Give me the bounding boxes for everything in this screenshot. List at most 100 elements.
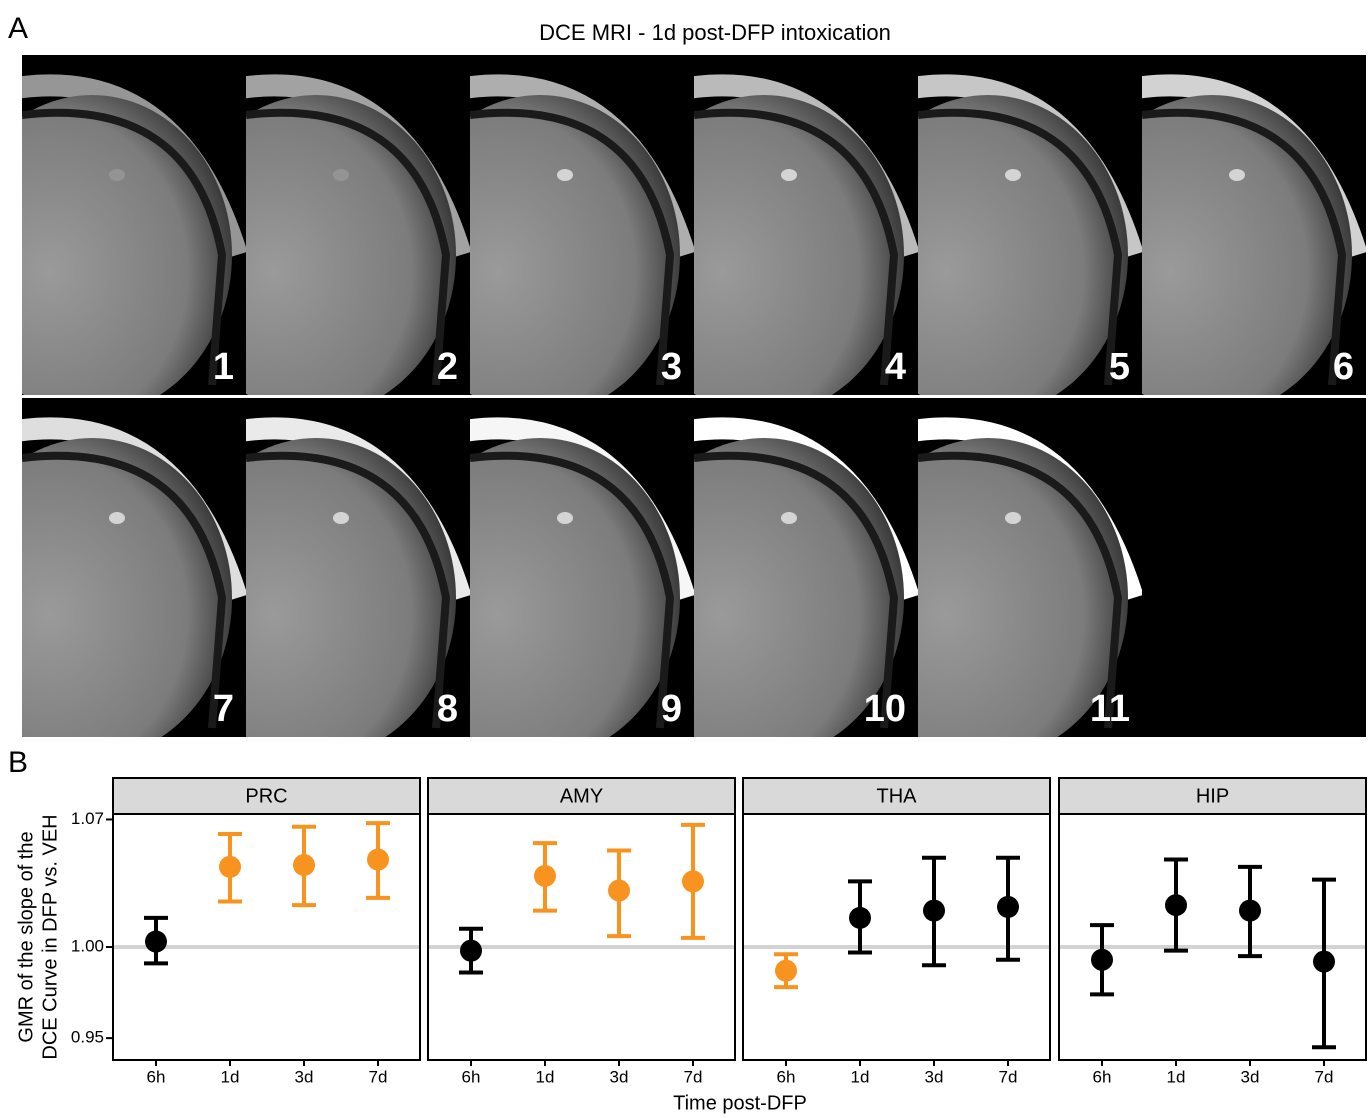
y-tick-label: 1.00 — [71, 937, 104, 956]
point — [923, 899, 945, 922]
frame-number: 1 — [213, 346, 234, 388]
lesion — [557, 169, 573, 181]
x-tick-label: 1d — [851, 1067, 870, 1086]
mri-frame: 2 — [246, 55, 470, 395]
frame-content — [246, 417, 470, 737]
x-tick-label: 6h — [462, 1067, 481, 1086]
frame-content — [22, 417, 246, 737]
brain-edge — [918, 451, 1123, 729]
x-tick-label: 7d — [1315, 1067, 1334, 1086]
frame-content — [694, 417, 918, 737]
brain — [918, 95, 1128, 395]
point — [1313, 950, 1335, 973]
facet-title: PRC — [245, 785, 287, 807]
brain — [918, 438, 1128, 737]
x-tick-label: 3d — [610, 1067, 629, 1086]
y-axis-label: GMR of the slope of the — [15, 831, 37, 1042]
x-tick-label: 7d — [999, 1067, 1018, 1086]
lesion — [333, 169, 349, 181]
frame-number: 3 — [661, 346, 682, 388]
lesion — [109, 169, 125, 181]
point — [775, 959, 797, 982]
point — [219, 855, 241, 878]
panel-label: A — [8, 12, 28, 45]
frame-number: 8 — [437, 688, 458, 730]
y-tick-label: 0.95 — [71, 1028, 104, 1047]
frame-number: 6 — [1333, 346, 1354, 388]
mri-frame: 7 — [22, 398, 246, 737]
lesion — [109, 512, 125, 524]
brain — [470, 438, 680, 737]
image-grid: 1 2 3 4 5 6 7 8 9 10 11 — [22, 55, 1366, 737]
frame-number: 9 — [661, 688, 682, 730]
strip — [112, 777, 421, 815]
mri-frame: 8 — [246, 398, 470, 737]
mri-frame: 11 — [918, 398, 1142, 737]
brain-edge — [694, 451, 899, 729]
panel-border — [427, 813, 736, 1061]
mri-frame: 5 — [918, 55, 1142, 395]
x-tick-label: 1d — [1167, 1067, 1186, 1086]
mri-frame — [1142, 398, 1366, 737]
mri-frame: 3 — [470, 55, 694, 395]
facet-title: AMY — [560, 785, 603, 807]
point — [534, 864, 556, 887]
brain-edge — [470, 108, 675, 386]
strip — [742, 777, 1051, 815]
x-tick-label: 3d — [295, 1067, 314, 1086]
lesion — [333, 512, 349, 524]
mri-frame: 10 — [694, 398, 918, 737]
lesion — [557, 512, 573, 524]
brain-edge — [246, 451, 451, 729]
frame-bg — [1142, 398, 1366, 737]
frame-number: 5 — [1109, 346, 1130, 388]
panel-border — [112, 813, 421, 1061]
point — [608, 879, 630, 902]
frame-content — [918, 74, 1142, 395]
panel-title: DCE MRI - 1d post-DFP intoxication — [539, 20, 891, 45]
frame-content — [1142, 74, 1366, 395]
brain-edge — [694, 108, 899, 386]
point — [367, 848, 389, 871]
brain-edge — [22, 451, 227, 729]
brain — [22, 95, 232, 395]
point — [460, 939, 482, 962]
frame-number: 2 — [437, 346, 458, 388]
brain — [694, 438, 904, 737]
brain — [22, 438, 232, 737]
mri-frame: 9 — [470, 398, 694, 737]
facet-title: THA — [877, 785, 918, 807]
strip — [1058, 777, 1367, 815]
mri-frame: 4 — [694, 55, 918, 395]
point — [1091, 948, 1113, 971]
point — [145, 930, 167, 953]
brain-edge — [1142, 108, 1347, 386]
panel — [1058, 813, 1367, 1061]
lesion — [1005, 512, 1021, 524]
lesion — [1005, 169, 1021, 181]
mri-frame: 6 — [1142, 55, 1366, 395]
chart: 0.95 1.00 1.07 GMR of the slope of the DCE C… — [15, 777, 1367, 1114]
frame-content — [246, 74, 470, 395]
point — [293, 854, 315, 877]
brain — [246, 95, 456, 395]
x-tick-label: 6h — [1093, 1067, 1112, 1086]
brain — [694, 95, 904, 395]
lesion — [781, 512, 797, 524]
point — [1165, 894, 1187, 917]
x-tick-label: 3d — [925, 1067, 944, 1086]
frame-content — [470, 417, 694, 737]
brain-edge — [470, 451, 675, 729]
frame-content — [918, 417, 1142, 737]
point — [997, 895, 1019, 918]
x-tick-label: 1d — [221, 1067, 240, 1086]
y-axis-label: DCE Curve in DFP vs. VEH — [39, 814, 61, 1059]
x-tick-label: 7d — [684, 1067, 703, 1086]
brain-edge — [246, 108, 451, 386]
lesion — [1229, 169, 1245, 181]
panel-border — [742, 813, 1051, 1061]
x-tick-label: 1d — [536, 1067, 555, 1086]
x-axis-label: Time post-DFP — [673, 1092, 807, 1114]
point — [1239, 899, 1261, 922]
